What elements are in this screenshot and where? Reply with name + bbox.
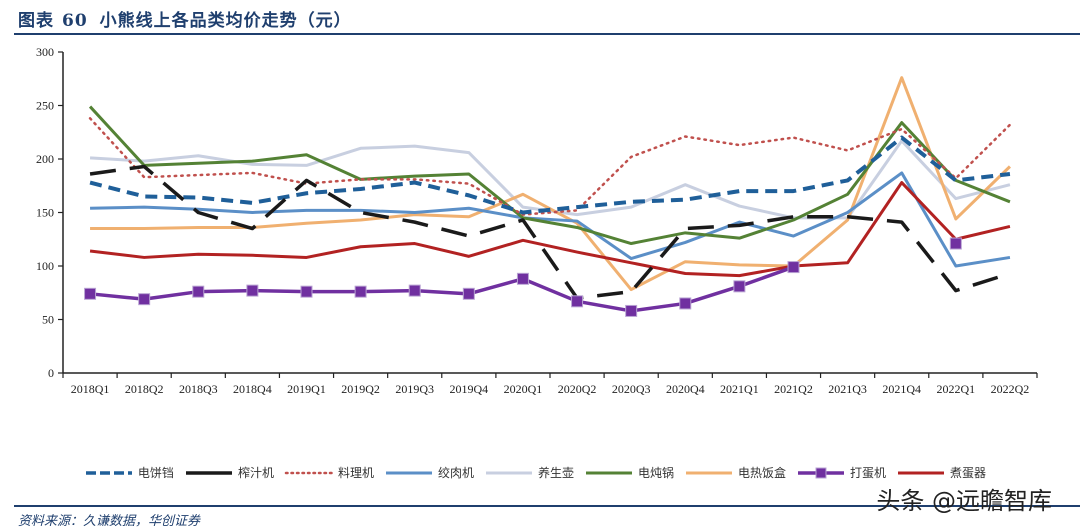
legend-label: 电热饭盒 <box>738 466 787 480</box>
data-point-marker <box>949 237 962 250</box>
legend-swatch <box>485 471 532 474</box>
legend-item: 打蛋机 <box>796 464 886 481</box>
x-tick-label: 2019Q3 <box>395 382 434 396</box>
watermark: 头条 @远瞻智库 <box>876 487 1052 515</box>
data-point-marker <box>192 285 205 298</box>
series-line <box>89 164 1011 300</box>
x-tick-label: 2021Q4 <box>882 382 921 396</box>
series-料理机 <box>88 117 1012 216</box>
legend-swatch <box>798 467 845 478</box>
legend-swatch <box>85 470 132 475</box>
series-line <box>89 265 795 313</box>
data-point-marker <box>138 293 151 306</box>
x-tick-label: 2021Q3 <box>828 382 867 396</box>
x-tick-label: 2018Q3 <box>179 382 218 396</box>
y-tick-label: 200 <box>36 152 54 166</box>
data-point-marker <box>625 304 638 317</box>
series-煮蛋器 <box>89 181 1011 278</box>
legend-label: 打蛋机 <box>850 466 887 480</box>
top-rule <box>14 33 1080 35</box>
x-tick-label: 2018Q4 <box>233 382 272 396</box>
legend-swatch <box>185 470 232 475</box>
data-point-marker <box>84 287 97 300</box>
x-tick-label: 2019Q4 <box>449 382 488 396</box>
y-tick-label: 0 <box>48 366 54 380</box>
line-chart: 0 50 100 150 200 250 300 2018Q1 2018Q2 2018Q3 2018… <box>36 45 1038 396</box>
data-point-marker <box>408 284 421 297</box>
x-tick-label: 2020Q3 <box>612 382 651 396</box>
source-note: 资料来源：久谦数据，华创证券 <box>18 514 201 529</box>
data-point-marker <box>733 280 746 293</box>
x-tick-label: 2019Q1 <box>287 382 326 396</box>
chart-title: 小熊线上各品类均价走势（元） <box>99 11 352 31</box>
x-tick-label: 2021Q1 <box>720 382 759 396</box>
data-point-marker <box>354 285 367 298</box>
legend-swatch <box>898 471 945 474</box>
legend-label: 绞肉机 <box>437 466 474 480</box>
series-line <box>88 117 1012 216</box>
y-tick-label: 250 <box>36 99 54 113</box>
legend-swatch <box>385 471 432 474</box>
legend-item: 榨汁机 <box>184 464 274 481</box>
series-电炖锅 <box>88 105 1011 246</box>
legend-label: 电饼铛 <box>137 466 174 480</box>
y-tick-label: 300 <box>36 45 54 59</box>
x-tick-label: 2018Q2 <box>125 382 164 396</box>
figure-title: 图表 60 小熊线上各品类均价走势（元） <box>18 6 352 31</box>
series-line <box>90 171 1011 268</box>
series-打蛋机 <box>84 237 962 317</box>
figure-number: 60 <box>62 11 88 31</box>
series-电饼铛 <box>89 135 1011 215</box>
legend-swatch <box>586 471 632 474</box>
legend-item: 电饼铛 <box>84 464 174 481</box>
y-tick-label: 50 <box>42 313 54 327</box>
y-tick-label: 150 <box>36 206 54 220</box>
y-tick-label: 100 <box>36 259 54 273</box>
legend-label: 养生壶 <box>537 466 574 480</box>
legend: 电饼铛 榨汁机 料理机 绞肉机 养生壶 电炖锅 电热饭盒 打蛋机 煮蛋器 <box>0 464 1080 481</box>
series-line <box>88 105 1011 246</box>
legend-item: 绞肉机 <box>384 464 474 481</box>
bottom-rule <box>14 505 1080 507</box>
x-tick-label: 2019Q2 <box>341 382 380 396</box>
legend-item: 煮蛋器 <box>896 464 986 481</box>
legend-item: 电热饭盒 <box>684 464 786 481</box>
data-point-marker <box>462 287 475 300</box>
data-point-marker <box>571 295 584 308</box>
data-point-marker <box>246 284 259 297</box>
legend-label: 电炖锅 <box>638 466 675 480</box>
series-line <box>89 135 1011 215</box>
data-point-marker <box>787 261 800 274</box>
data-point-marker <box>516 272 529 285</box>
x-tick-label: 2020Q1 <box>504 382 543 396</box>
x-tick-label: 2020Q2 <box>558 382 597 396</box>
x-tick-label: 2022Q1 <box>936 382 975 396</box>
series-group <box>84 76 1012 317</box>
figure-label: 图表 <box>18 11 54 31</box>
x-tick-label: 2018Q1 <box>71 382 110 396</box>
legend-item: 电炖锅 <box>584 464 674 481</box>
legend-item: 料理机 <box>284 464 374 481</box>
legend-label: 榨汁机 <box>237 466 274 480</box>
x-tick-label: 2022Q2 <box>991 382 1030 396</box>
x-tick-label: 2021Q2 <box>774 382 813 396</box>
x-tick-label: 2020Q4 <box>666 382 705 396</box>
series-榨汁机 <box>89 164 1011 300</box>
data-point-marker <box>300 285 313 298</box>
legend-label: 煮蛋器 <box>950 466 987 480</box>
axes: 0 50 100 150 200 250 300 2018Q1 2018Q2 2018Q3 2018… <box>36 45 1038 396</box>
series-绞肉机 <box>90 171 1011 268</box>
legend-swatch <box>284 471 334 474</box>
data-point-marker <box>679 297 692 310</box>
legend-swatch <box>686 471 733 474</box>
legend-label: 料理机 <box>337 466 374 480</box>
series-line <box>89 181 1011 278</box>
legend-item: 养生壶 <box>484 464 574 481</box>
